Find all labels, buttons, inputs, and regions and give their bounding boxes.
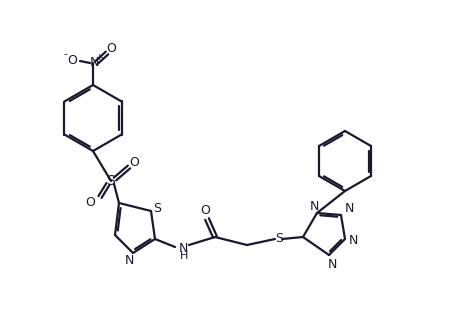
Text: O: O [85,196,95,208]
Text: S: S [153,202,161,215]
Text: S: S [274,231,283,244]
Text: O: O [106,43,116,55]
Text: N: N [89,57,98,69]
Text: O: O [200,205,209,217]
Text: -: - [63,49,67,59]
Text: +: + [95,53,102,62]
Text: N: N [344,202,353,216]
Text: O: O [129,156,139,169]
Text: N: N [178,242,187,254]
Text: O: O [67,53,77,67]
Text: N: N [327,258,336,272]
Text: N: N [124,254,133,267]
Text: S: S [106,174,115,188]
Text: N: N [308,199,318,212]
Text: N: N [348,234,357,248]
Text: H: H [179,251,188,261]
